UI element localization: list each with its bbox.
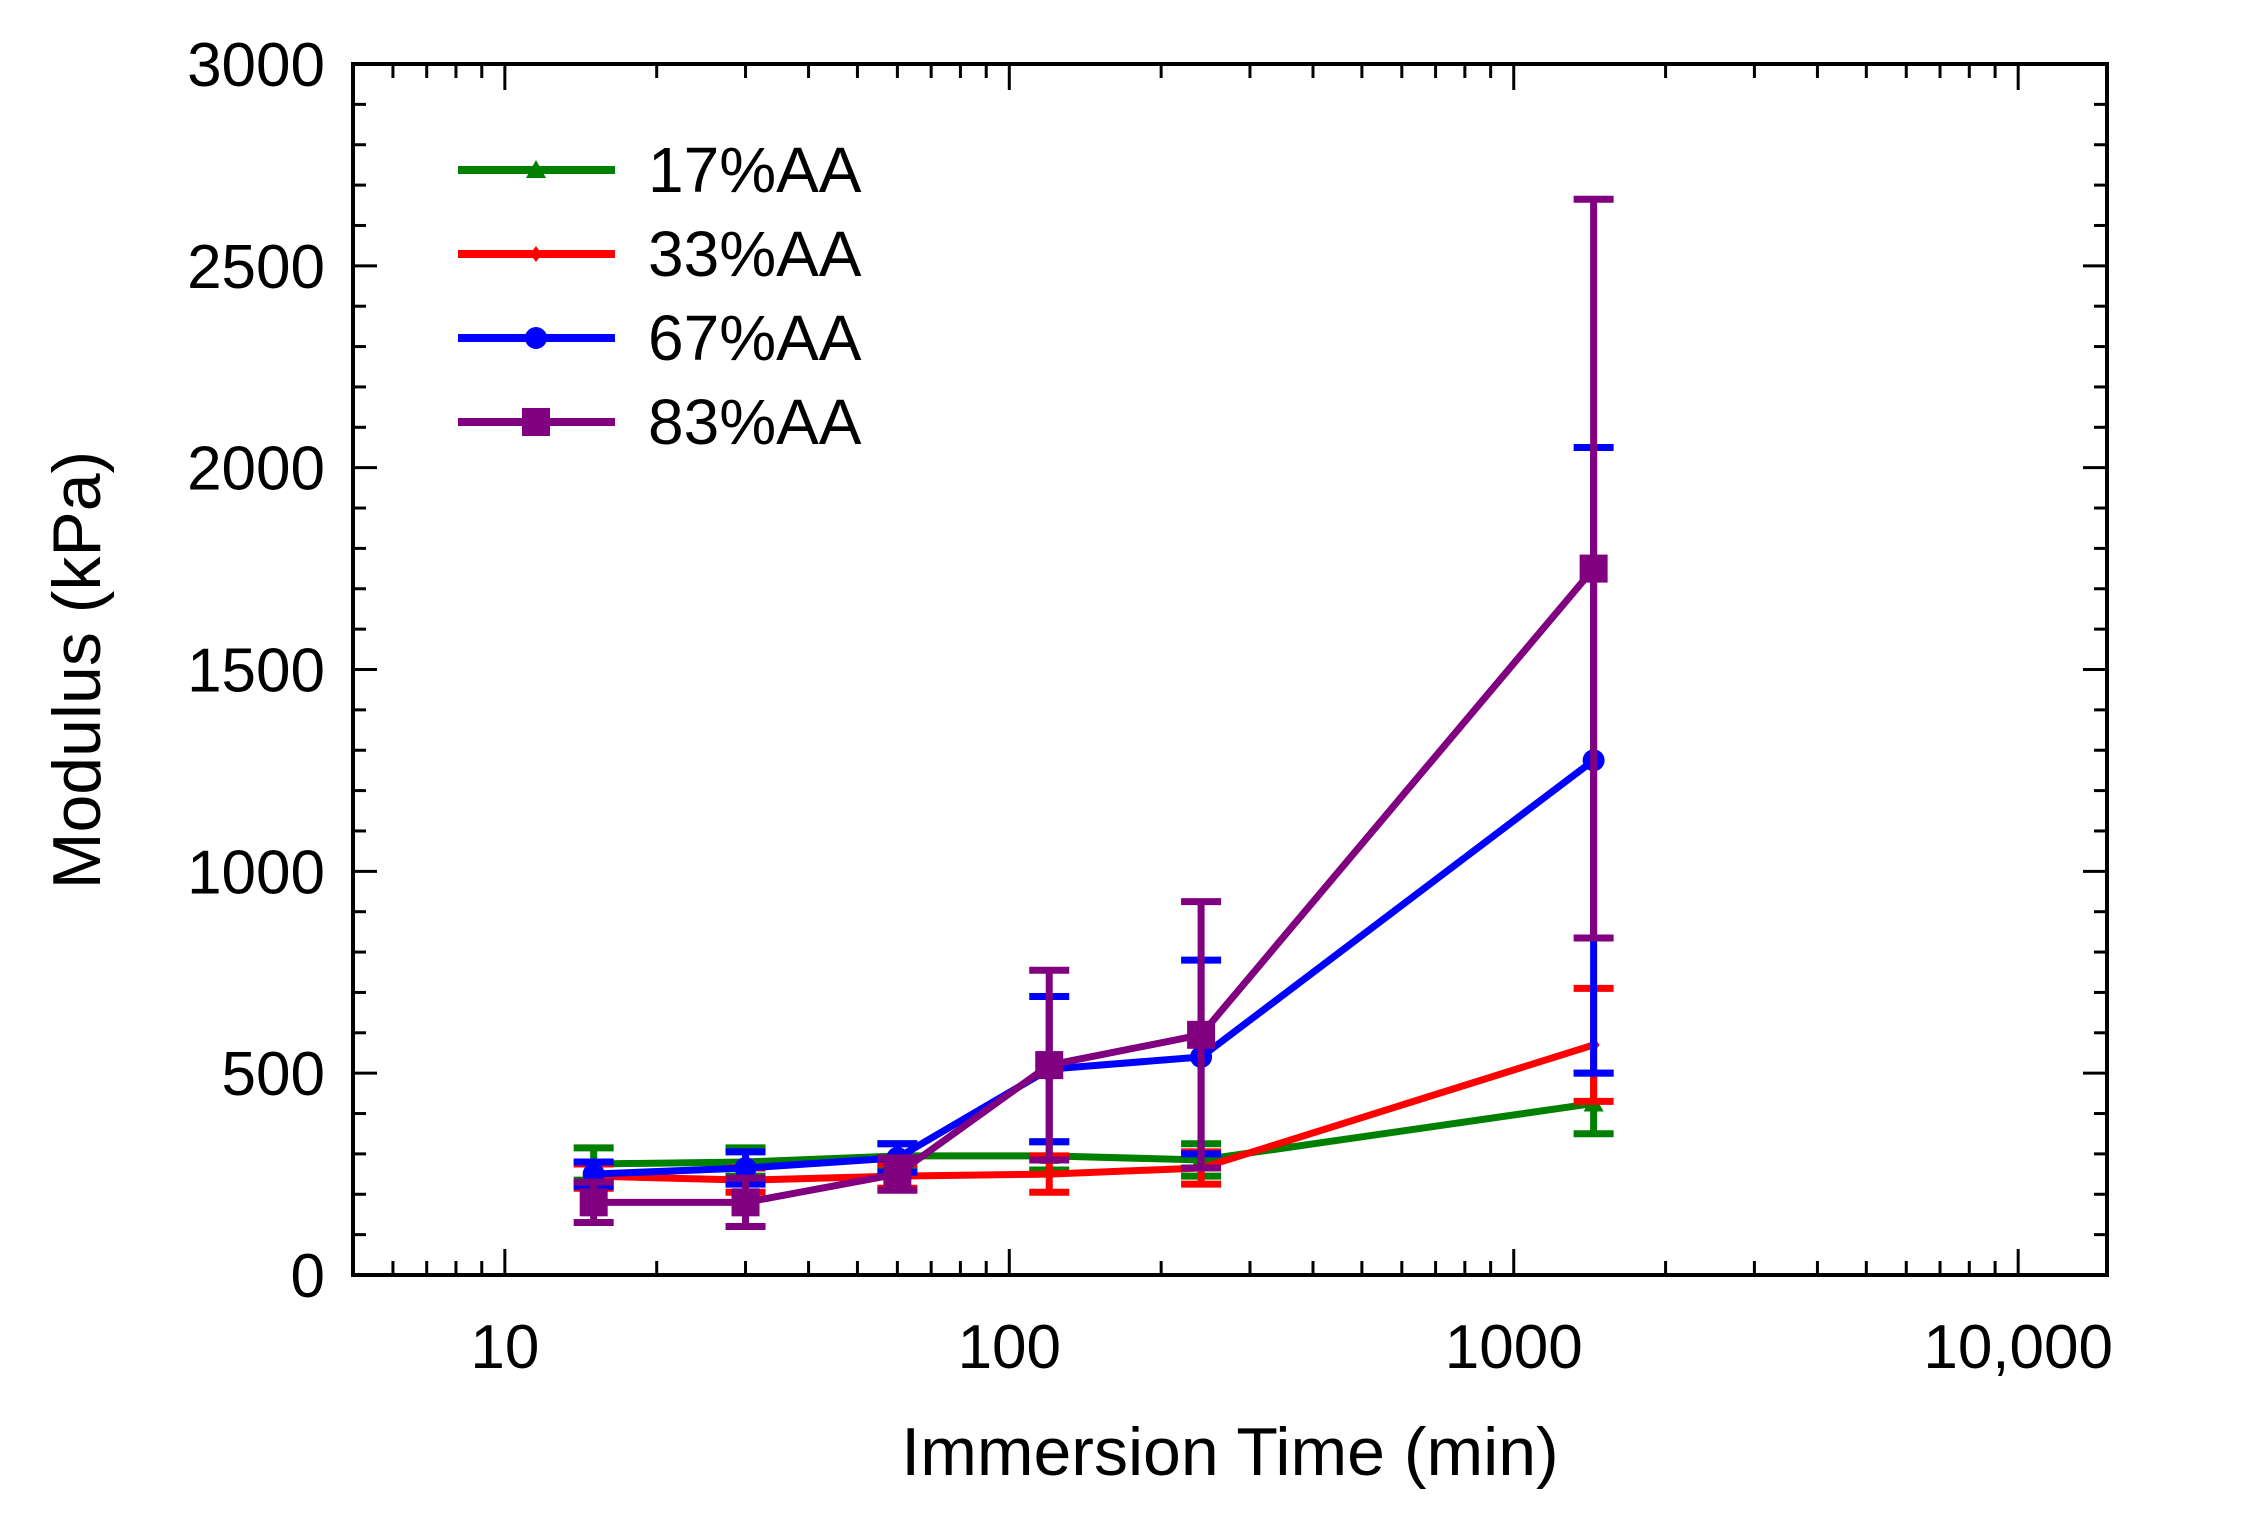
x-tick-label: 10,000: [1923, 1313, 2113, 1382]
legend-label: 67%AA: [648, 302, 862, 374]
data-point: [883, 1160, 912, 1189]
y-tick-label: 1500: [187, 637, 325, 706]
series-line: [593, 1041, 1595, 1184]
x-axis-title: Immersion Time (min): [901, 1414, 1558, 1490]
data-point: [526, 160, 546, 178]
y-tick-label: 500: [222, 1040, 325, 1109]
data-point: [731, 1188, 760, 1217]
data-point: [734, 1157, 757, 1180]
x-tick-label: 1000: [1445, 1313, 1583, 1382]
legend-item: 83%AA: [458, 386, 862, 458]
y-tick-label: 1000: [187, 838, 325, 907]
series-83%AA: [573, 195, 1614, 1231]
legend: 17%AA 33%AA 67%AA 83%AA: [458, 134, 862, 458]
data-point: [1043, 1166, 1056, 1183]
data-point: [1579, 554, 1608, 583]
legend-item: 17%AA: [458, 134, 862, 206]
legend-item: 67%AA: [458, 302, 862, 374]
x-tick-label: 10: [470, 1313, 539, 1382]
x-tick-labels: 10 100 1000 10,000: [470, 1313, 2113, 1382]
data-point: [579, 1188, 608, 1217]
x-tick-label: 100: [958, 1313, 1061, 1382]
y-tick-label: 3000: [187, 31, 325, 100]
legend-label: 17%AA: [648, 134, 862, 206]
y-tick-label: 2000: [187, 435, 325, 504]
y-tick-label: 0: [291, 1242, 325, 1311]
legend-item: 33%AA: [458, 218, 862, 290]
data-point: [1035, 1051, 1064, 1080]
data-point: [522, 408, 550, 436]
plot-frame: [351, 62, 2109, 1277]
legend-label: 33%AA: [648, 218, 862, 290]
series-line: [593, 757, 1596, 1178]
y-tick-labels: 0 500 1000 1500 2000 2500 3000: [187, 31, 325, 1311]
axis-ticks: [351, 62, 2107, 1277]
series-line: [593, 566, 1597, 1206]
data-point: [525, 327, 547, 349]
data-point: [1187, 1020, 1216, 1049]
series-layer: [573, 195, 1614, 1231]
data-point: [530, 246, 542, 262]
legend-label: 83%AA: [648, 386, 862, 458]
series-67%AA: [573, 443, 1614, 1190]
y-tick-label: 2500: [187, 233, 325, 302]
y-axis-title: Modulus (kPa): [39, 451, 115, 889]
